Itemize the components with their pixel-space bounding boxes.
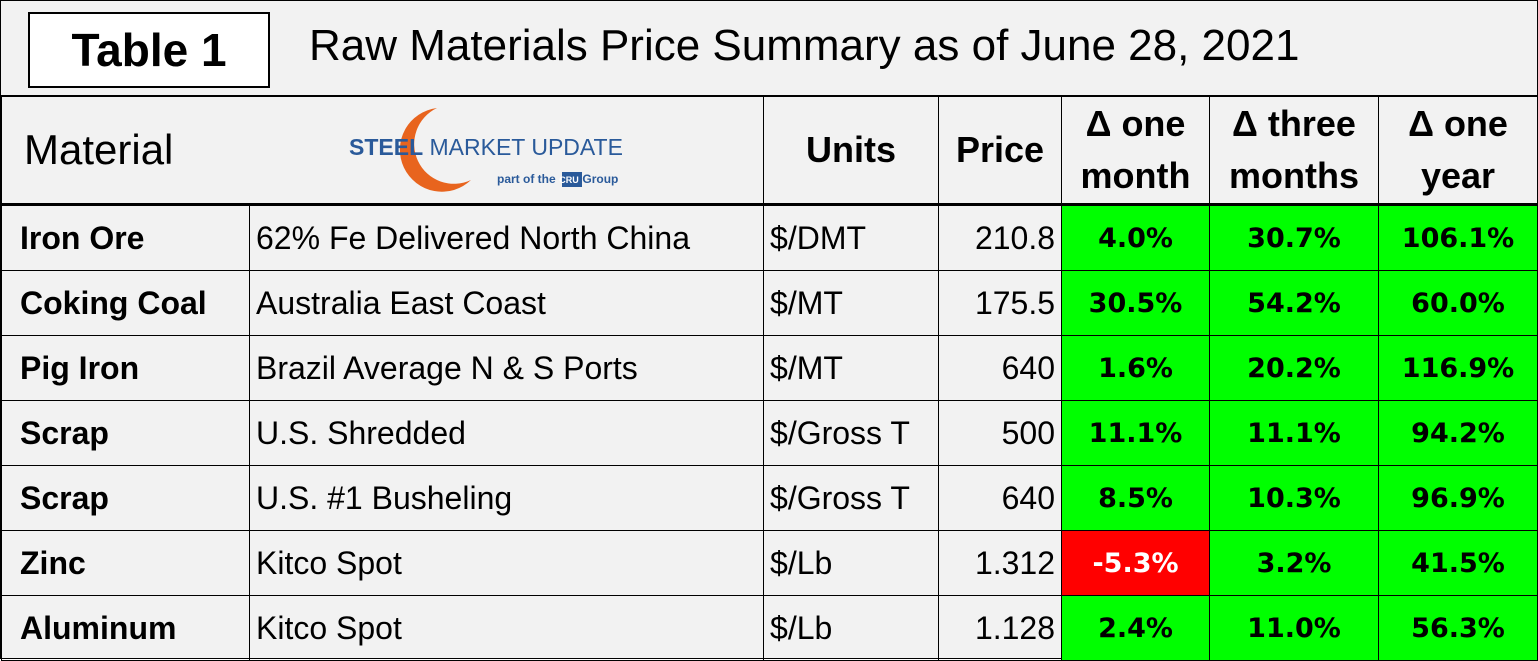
- table-row: Zinc Kitco Spot $/Lb 1.312 -5.3% 3.2% 41.5%: [1, 530, 1538, 596]
- units-cell: $/MT: [763, 335, 940, 401]
- change-year-cell: 96.9%: [1378, 465, 1538, 531]
- price-cell: 500: [938, 400, 1063, 466]
- change-three-months-cell: 20.2%: [1209, 335, 1380, 401]
- change-month-cell: 1.6%: [1061, 335, 1211, 401]
- price-cell: 640: [938, 465, 1063, 531]
- logo: STEEL MARKET UPDATE part of the CRU Grou…: [349, 102, 659, 194]
- logo-graphic: [399, 108, 582, 192]
- material-cell: Pig Iron: [1, 335, 250, 401]
- description-cell: Kitco Spot: [248, 530, 765, 596]
- title-bar: Table 1 Raw Materials Price Summary as o…: [1, 1, 1537, 96]
- header-row: Material Units Price Δ one month Δ three mon…: [0, 96, 1538, 205]
- table-row: Pig Iron Brazil Average N & S Ports $/MT 64…: [1, 335, 1538, 401]
- tagline-mark: CRU: [559, 175, 579, 185]
- table-row: Scrap U.S. #1 Busheling $/Gross T 640 8.5% 10…: [1, 465, 1538, 531]
- units-cell: $/DMT: [763, 204, 940, 271]
- material-cell: Scrap: [1, 465, 250, 531]
- logo-badge: [562, 172, 582, 187]
- price-cell: 210.8: [938, 204, 1063, 271]
- change-year-cell: 56.3%: [1378, 595, 1538, 661]
- table-body: Iron Ore 62% Fe Delivered North China $/DM…: [1, 204, 1538, 661]
- logo-brand: STEEL MARKET UPDATE: [349, 134, 623, 161]
- material-cell: Coking Coal: [1, 270, 250, 336]
- description-cell: Brazil Average N & S Ports: [248, 335, 765, 401]
- change-month-cell: 8.5%: [1061, 465, 1211, 531]
- change-month-cell: 11.1%: [1061, 400, 1211, 466]
- change-three-months-cell: 11.1%: [1209, 400, 1380, 466]
- units-cell: $/Gross T: [763, 400, 940, 466]
- change-three-months-cell: 11.0%: [1209, 595, 1380, 661]
- column-header: Units: [763, 96, 940, 205]
- material-cell: Zinc: [1, 530, 250, 596]
- column-header: Material: [0, 96, 765, 205]
- units-cell: $/Lb: [763, 530, 940, 596]
- change-month-cell: 4.0%: [1061, 204, 1211, 271]
- table-row: Iron Ore 62% Fe Delivered North China $/DM…: [1, 204, 1538, 271]
- change-year-cell: 41.5%: [1378, 530, 1538, 596]
- change-year-cell: 94.2%: [1378, 400, 1538, 466]
- change-three-months-cell: 54.2%: [1209, 270, 1380, 336]
- change-three-months-cell: 3.2%: [1209, 530, 1380, 596]
- price-cell: 1.128: [938, 595, 1063, 661]
- description-cell: Kitco Spot: [248, 595, 765, 661]
- description-cell: Australia East Coast: [248, 270, 765, 336]
- change-month-cell: 2.4%: [1061, 595, 1211, 661]
- column-header: Δ one month: [1061, 96, 1211, 205]
- material-cell: Scrap: [1, 400, 250, 466]
- tagline-pre: part of the: [497, 172, 556, 186]
- price-cell: 640: [938, 335, 1063, 401]
- price-cell: 175.5: [938, 270, 1063, 336]
- column-header: Price: [938, 96, 1063, 205]
- column-header: Δ three months: [1209, 96, 1380, 205]
- change-year-cell: 116.9%: [1378, 335, 1538, 401]
- table-row: Scrap U.S. Shredded $/Gross T 500 11.1% 11.1%…: [1, 400, 1538, 466]
- table-row: Aluminum Kitco Spot $/Lb 1.128 2.4% 11.0% 56.3…: [1, 595, 1538, 661]
- table-label: Table 1: [28, 12, 270, 88]
- material-cell: Aluminum: [1, 595, 250, 661]
- price-cell: 1.312: [938, 530, 1063, 596]
- change-three-months-cell: 10.3%: [1209, 465, 1380, 531]
- change-month-cell: 30.5%: [1061, 270, 1211, 336]
- units-cell: $/Lb: [763, 595, 940, 661]
- logo-swoosh: [399, 108, 471, 192]
- logo-tagline: part of the CRU Group: [497, 172, 618, 186]
- column-header: Δ one year: [1378, 96, 1538, 205]
- change-three-months-cell: 30.7%: [1209, 204, 1380, 271]
- table-title: Raw Materials Price Summary as of June 2…: [309, 21, 1300, 70]
- tagline-post: Group: [582, 172, 619, 186]
- price-table: Material Units Price Δ one month Δ three mon…: [0, 96, 1538, 661]
- table-row: Coking Coal Australia East Coast $/MT 175.5…: [1, 270, 1538, 336]
- change-year-cell: 106.1%: [1378, 204, 1538, 271]
- logo-steel: STEEL: [349, 134, 424, 160]
- logo-market: MARKET UPDATE: [429, 134, 623, 160]
- description-cell: U.S. #1 Busheling: [248, 465, 765, 531]
- description-cell: 62% Fe Delivered North China: [248, 204, 765, 271]
- material-cell: Iron Ore: [1, 204, 250, 271]
- change-year-cell: 60.0%: [1378, 270, 1538, 336]
- units-cell: $/MT: [763, 270, 940, 336]
- description-cell: U.S. Shredded: [248, 400, 765, 466]
- change-month-cell: -5.3%: [1061, 530, 1211, 596]
- units-cell: $/Gross T: [763, 465, 940, 531]
